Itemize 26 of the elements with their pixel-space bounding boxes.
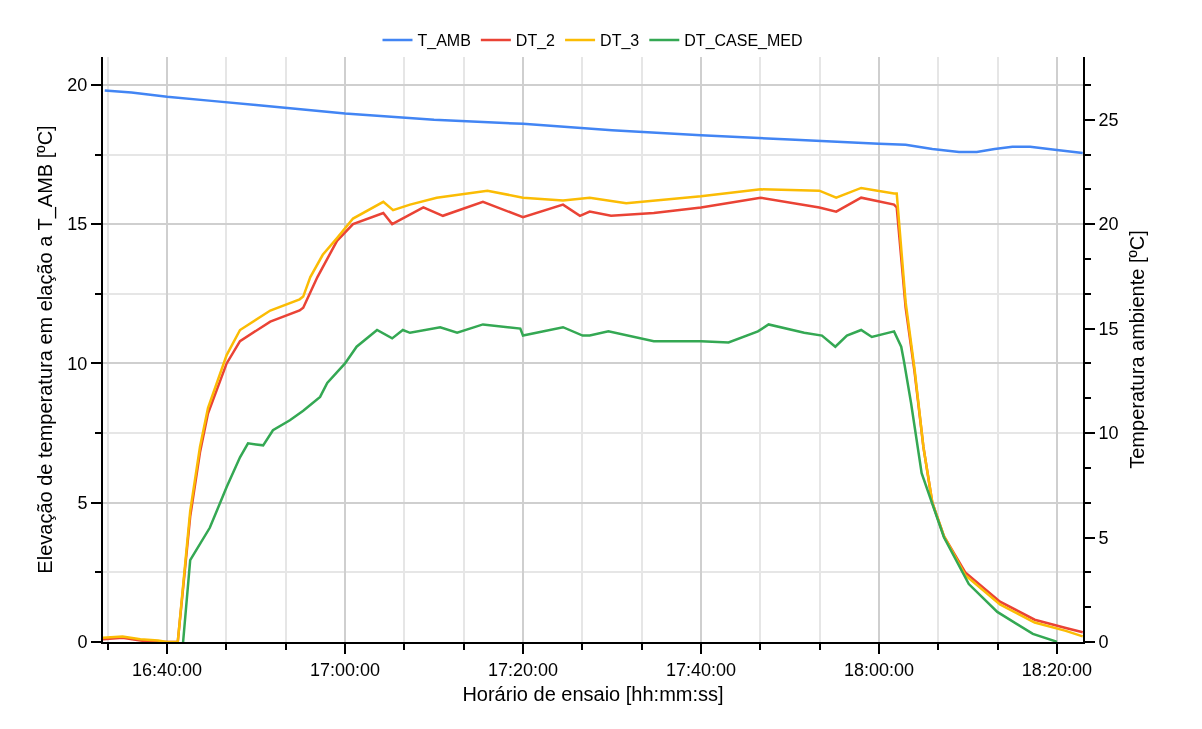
x-axis-title: Horário de ensaio [hh:mm:ss] [462,682,724,705]
y-tick-label: 0 [77,632,88,653]
x-tick-label: 17:00:00 [309,659,381,680]
line-series [103,89,1083,155]
legend-label: T_AMB [417,32,471,51]
legend-label: DT_2 [515,32,556,51]
y2-tick-label: 20 [1098,214,1119,235]
y2-tick-label: 15 [1098,318,1119,339]
x-tick-label: 17:20:00 [487,659,559,680]
x-tick-label: 18:20:00 [1021,659,1092,680]
y2-axis-title: Temperatura ambiente [ºC] [1126,230,1148,469]
y2-tick-label: 25 [1098,109,1119,130]
y-tick-label: 10 [67,353,88,374]
y-tick-label: 20 [67,75,88,96]
y2-tick-label: 10 [1098,423,1119,444]
line-series [181,323,1059,642]
y-tick-label: 15 [67,214,88,235]
legend-label: DT_3 [600,32,640,51]
y2-tick-label: 5 [1098,527,1109,548]
y-axis-title: Elevação de temperatura em elação a T_AMB [ºC] [34,125,57,574]
x-tick-label: 17:40:00 [665,659,737,680]
legend-label: DT_CASE_MED [684,32,803,51]
x-tick-label: 18:00:00 [843,659,914,680]
x-tick-label: 16:40:00 [132,659,203,680]
y-tick-label: 5 [77,493,88,514]
y2-tick-label: 0 [1098,632,1109,653]
